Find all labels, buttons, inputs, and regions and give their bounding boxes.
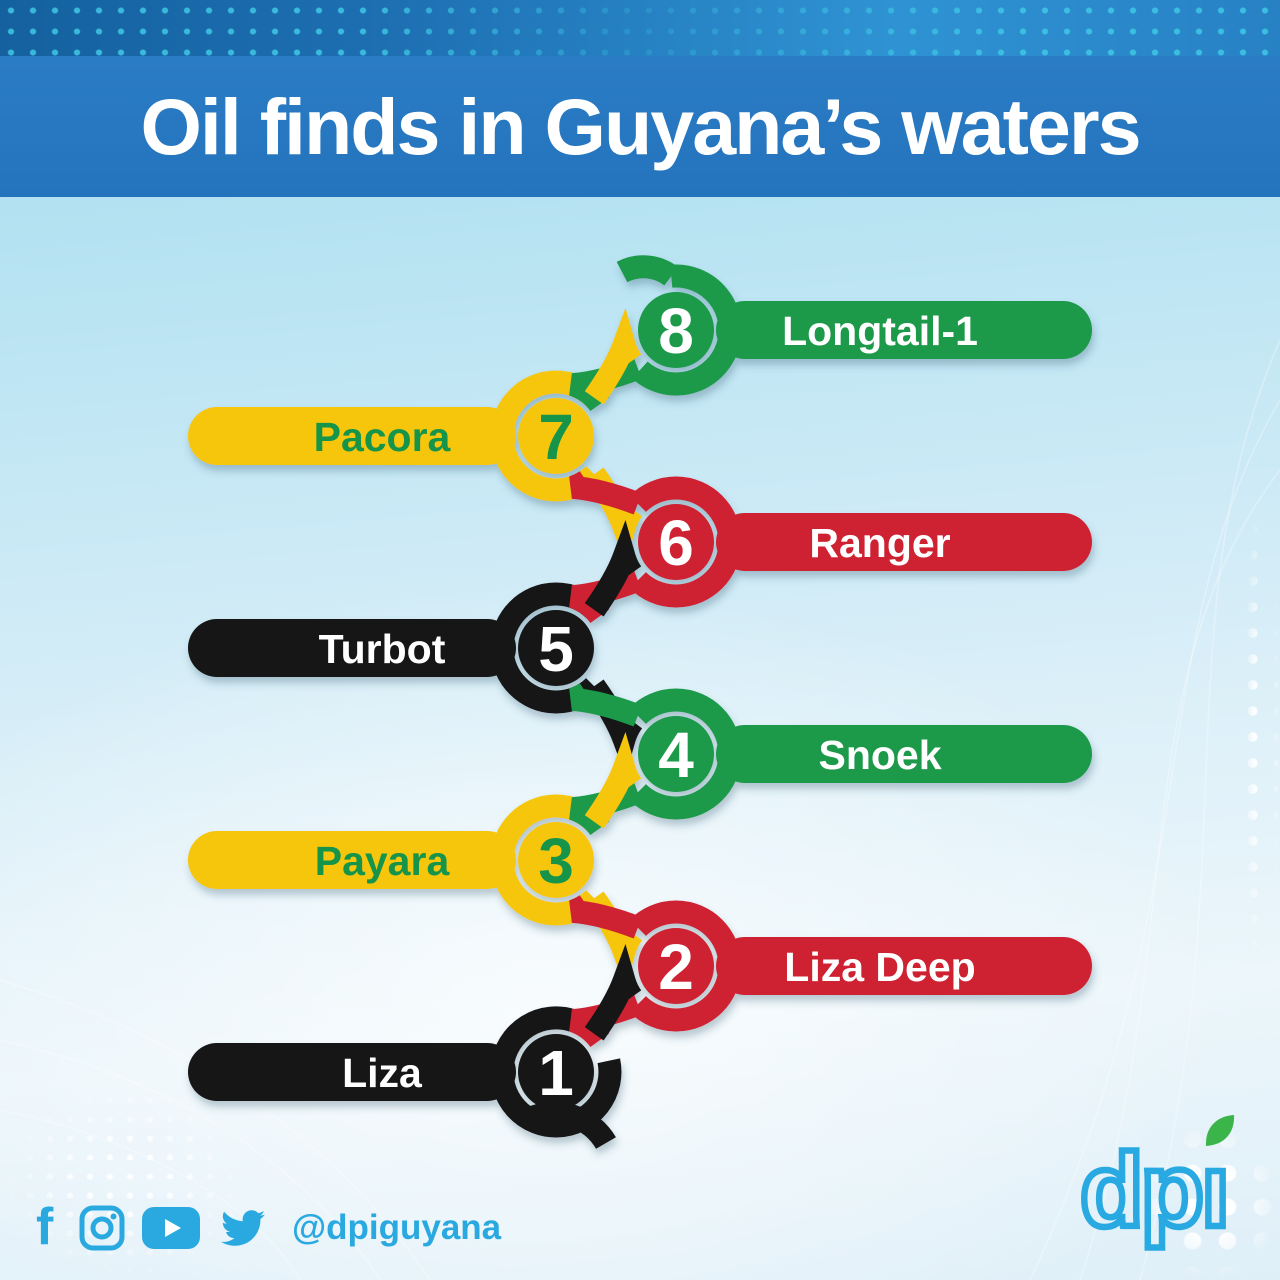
find-pill (716, 937, 1092, 995)
find-number: 1 (538, 1037, 574, 1109)
find-item-front-7: 7 Pacora (314, 398, 594, 474)
find-number-disc (638, 928, 714, 1004)
find-number: 8 (658, 295, 694, 367)
find-item-front-3: 3 Payara (315, 822, 594, 898)
find-number-disc (638, 716, 714, 792)
find-item-snoek (629, 688, 1092, 820)
twitter-icon[interactable] (217, 1206, 269, 1250)
find-number-disc (638, 504, 714, 580)
find-item-front-1: 1 Liza (342, 1034, 594, 1110)
find-number: 4 (658, 719, 694, 791)
dpi-logo-leaf-icon (1205, 1115, 1235, 1146)
top-strip (0, 0, 1280, 56)
find-label: Liza Deep (784, 944, 975, 990)
find-number-disc (518, 1034, 594, 1110)
find-item-liza-deep (629, 900, 1092, 1032)
find-number: 5 (538, 613, 574, 685)
find-label: Ranger (809, 520, 950, 566)
find-item-liza (188, 1006, 622, 1150)
find-item-front-8: 8 Longtail-1 (638, 292, 978, 368)
page-title: Oil finds in Guyana’s waters (140, 81, 1141, 171)
find-pill (188, 1043, 516, 1101)
svg-text:f: f (36, 1202, 54, 1254)
dpi-logo-text: dpı (1080, 1133, 1227, 1249)
top-strip-dots (0, 0, 1280, 56)
find-pill (188, 831, 516, 889)
dpi-logo: dpı (1078, 1115, 1235, 1252)
find-item-front-2: 2 Liza Deep (638, 928, 976, 1004)
chain-items: 1 Liza 2 Liza Deep 3 Payara 4 Snoek 5 Turbot 6 Rang… (188, 255, 1092, 1150)
find-pill (716, 725, 1092, 783)
youtube-icon[interactable] (142, 1207, 200, 1249)
social-bar: f @dpiguyana (36, 1198, 501, 1258)
find-label: Payara (315, 838, 451, 884)
find-item-front-6: 6 Ranger (638, 504, 951, 580)
find-pill (188, 407, 516, 465)
find-item-turbot (188, 582, 603, 714)
find-pill (716, 513, 1092, 571)
find-number: 3 (538, 825, 574, 897)
find-pill (716, 301, 1092, 359)
find-number: 2 (658, 931, 694, 1003)
title-band: Oil finds in Guyana’s waters (0, 56, 1280, 197)
find-item-longtail-1 (616, 255, 1092, 396)
social-handle[interactable]: @dpiguyana (292, 1208, 502, 1247)
find-number: 6 (658, 507, 694, 579)
find-label: Snoek (818, 732, 941, 778)
find-item-front-5: 5 Turbot (319, 610, 594, 686)
find-pill (188, 619, 516, 677)
find-item-payara (188, 794, 603, 926)
find-item-pacora (188, 370, 603, 502)
find-label: Turbot (319, 626, 446, 672)
instagram-icon[interactable] (79, 1205, 125, 1251)
facebook-icon[interactable]: f (36, 1202, 62, 1254)
find-label: Pacora (314, 414, 452, 460)
find-item-front-4: 4 Snoek (638, 716, 942, 792)
find-number: 7 (538, 401, 574, 473)
find-item-ranger (629, 476, 1092, 608)
find-number-disc (518, 610, 594, 686)
find-label: Liza (342, 1050, 423, 1096)
find-label: Longtail-1 (782, 308, 978, 354)
find-number-disc (638, 292, 714, 368)
find-number-disc (518, 822, 594, 898)
find-number-disc (518, 398, 594, 474)
